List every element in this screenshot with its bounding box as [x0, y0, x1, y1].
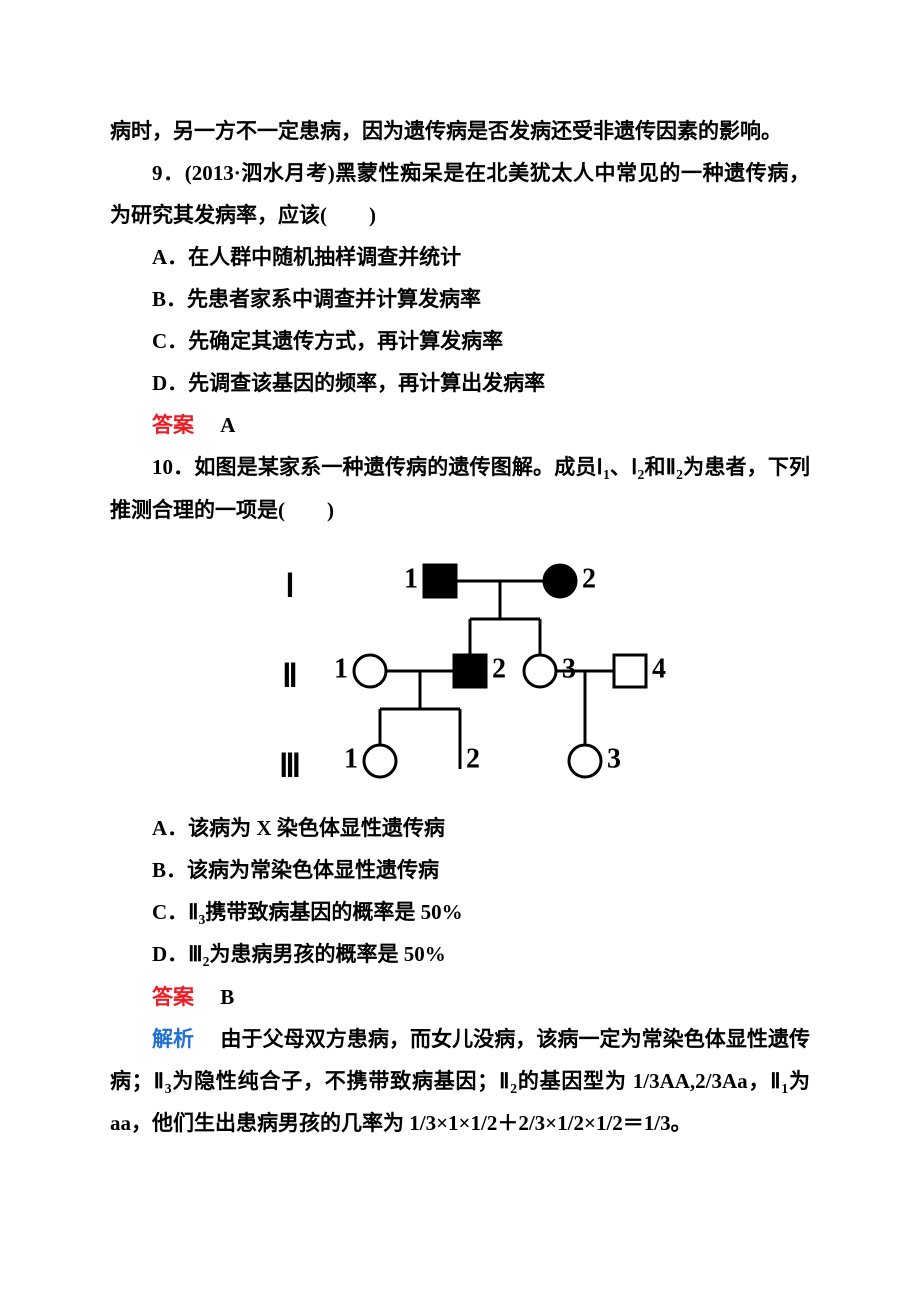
svg-text:Ⅰ: Ⅰ [285, 567, 294, 603]
q10-ana-b: 为隐性纯合子，不携带致病基因；Ⅱ [172, 1069, 511, 1093]
q10-optd-b: 为患病男孩的概率是 50% [209, 942, 445, 966]
q10-optc-a: C．Ⅱ [152, 900, 199, 924]
q10-stem: 10．如图是某家系一种遗传病的遗传图解。成员Ⅰ1、Ⅰ2和Ⅱ2为患者，下列推测合理… [110, 446, 810, 531]
q10-stem-sub3: 2 [676, 467, 683, 482]
q10-option-a: A．该病为 X 染色体显性遗传病 [110, 807, 810, 849]
q10-option-d: D．Ⅲ2为患病男孩的概率是 50% [110, 933, 810, 976]
q10-stem-a: 10．如图是某家系一种遗传病的遗传图解。成员Ⅰ [152, 455, 603, 479]
svg-text:Ⅱ: Ⅱ [282, 657, 298, 693]
answer-label: 答案 [152, 413, 194, 437]
q9-option-a: A．在人群中随机抽样调查并统计 [110, 236, 810, 278]
pedigree-figure: Ⅰ Ⅱ Ⅲ 1 2 1 2 3 4 1 2 3 [110, 541, 810, 801]
svg-text:1: 1 [404, 563, 418, 594]
svg-text:2: 2 [492, 653, 506, 684]
fragment-top: 病时，另一方不一定患病，因为遗传病是否发病还受非遗传因素的影响。 [110, 110, 810, 152]
q9-option-d: D．先调查该基因的频率，再计算出发病率 [110, 362, 810, 404]
q10-option-b: B．该病为常染色体显性遗传病 [110, 849, 810, 891]
analysis-label: 解析 [152, 1027, 194, 1051]
pedigree-svg: Ⅰ Ⅱ Ⅲ 1 2 1 2 3 4 1 2 3 [250, 541, 670, 801]
q9-option-c: C．先确定其遗传方式，再计算发病率 [110, 320, 810, 362]
q9-stem: 9．(2013·泗水月考)黑蒙性痴呆是在北美犹太人中常见的一种遗传病，为研究其发… [110, 152, 810, 236]
q10-answer-value: B [220, 985, 234, 1009]
q10-stem-sub1: 1 [603, 467, 610, 482]
svg-text:3: 3 [562, 653, 576, 684]
q10-optc-b: 携带致病基因的概率是 50% [205, 900, 462, 924]
svg-text:1: 1 [344, 743, 358, 774]
q10-stem-b: 、Ⅰ [610, 455, 638, 479]
q10-ana-sub2: 2 [510, 1081, 517, 1096]
q10-analysis: 解析 由于父母双方患病，而女儿没病，该病一定为常染色体显性遗传病；Ⅱ3为隐性纯合… [110, 1018, 810, 1145]
page: 病时，另一方不一定患病，因为遗传病是否发病还受非遗传因素的影响。 9．(2013… [0, 0, 920, 1204]
q9-option-b: B．先患者家系中调查并计算发病率 [110, 278, 810, 320]
svg-text:Ⅲ: Ⅲ [279, 747, 301, 783]
q9-answer: 答案 A [110, 404, 810, 446]
q10-ana-sub1: 3 [165, 1081, 172, 1096]
q9-answer-value: A [220, 413, 235, 437]
q10-answer: 答案 B [110, 976, 810, 1018]
q10-option-c: C．Ⅱ3携带致病基因的概率是 50% [110, 891, 810, 934]
svg-text:1: 1 [334, 653, 348, 684]
answer-label: 答案 [152, 985, 194, 1009]
svg-text:3: 3 [607, 743, 621, 774]
q10-stem-c: 和Ⅱ [644, 455, 676, 479]
q10-ana-c: 的基因型为 1/3AA,2/3Aa，Ⅱ [517, 1069, 781, 1093]
svg-text:4: 4 [652, 653, 666, 684]
answer-value [199, 413, 220, 437]
q10-optd-a: D．Ⅲ [152, 942, 203, 966]
svg-text:2: 2 [582, 563, 596, 594]
svg-text:2: 2 [466, 743, 480, 774]
